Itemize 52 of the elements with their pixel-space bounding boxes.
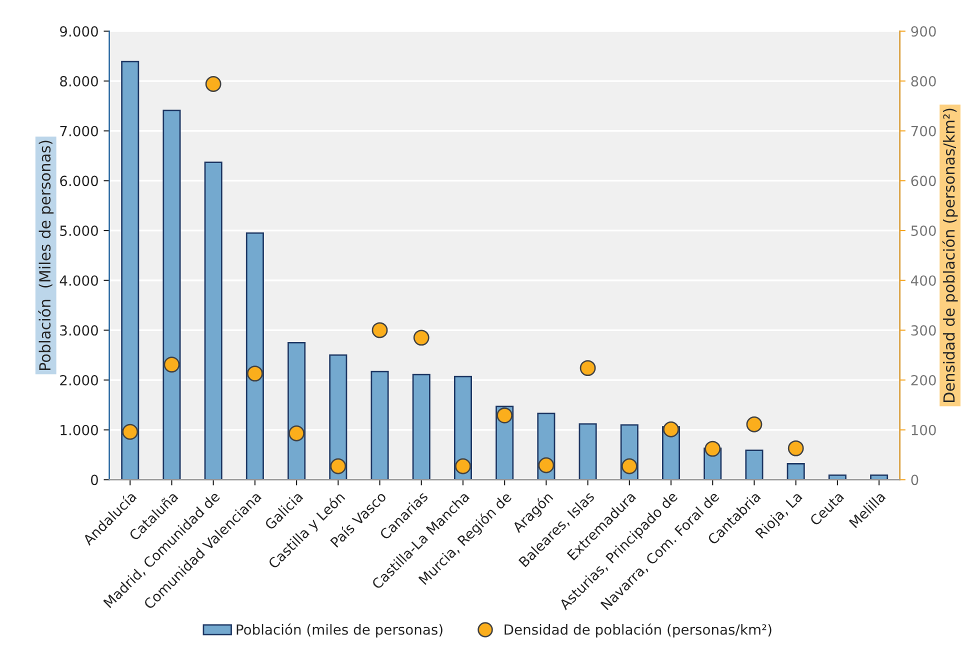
bar <box>329 354 348 480</box>
y2-tick-label: 600 <box>911 176 936 186</box>
y2-tick-label: 300 <box>911 325 936 336</box>
point <box>205 76 222 92</box>
point <box>704 440 721 457</box>
y-tick-label: 0 <box>90 474 98 486</box>
bar <box>578 423 597 480</box>
y2-tick-label: 500 <box>911 226 936 236</box>
bar <box>745 450 764 480</box>
bar <box>162 110 181 480</box>
legend-label: Población (miles de personas) <box>236 624 442 638</box>
point <box>496 407 513 424</box>
y2-tick-label: 800 <box>911 76 936 87</box>
y2-tick-label: 0 <box>911 474 918 486</box>
y2-tick-label: 700 <box>911 126 936 136</box>
y-tick-label: 7.000 <box>60 126 98 136</box>
y-tick-label: 5.000 <box>60 226 98 236</box>
point <box>246 366 263 382</box>
point <box>122 424 138 440</box>
bar <box>412 374 430 480</box>
point <box>580 360 596 376</box>
y-tick-label: 1.000 <box>60 424 98 436</box>
point <box>455 458 471 474</box>
y-tick-label: 4.000 <box>60 275 98 286</box>
point <box>164 356 180 373</box>
point <box>746 416 762 432</box>
point <box>663 421 680 438</box>
y2-tick-label: 900 <box>911 26 936 37</box>
y2-tick-label: 200 <box>911 375 936 386</box>
y-axis-title: Población (Miles de personas) <box>38 140 54 370</box>
y2-tick-label: 100 <box>912 424 936 436</box>
y-tick-label: 8.000 <box>60 76 98 87</box>
bar <box>370 370 389 480</box>
point <box>788 440 804 456</box>
point <box>330 458 346 474</box>
bar <box>786 463 805 480</box>
point <box>538 457 554 474</box>
y-tick-label: 2.000 <box>60 375 98 386</box>
bar <box>121 60 140 480</box>
point <box>372 322 388 338</box>
point <box>621 458 638 474</box>
point <box>288 425 305 442</box>
y-tick-label: 6.000 <box>60 176 98 186</box>
legend-label: Densidad de población (personas/km²) <box>504 624 772 638</box>
point <box>413 330 430 346</box>
bar <box>288 342 306 480</box>
y2-tick-label: 400 <box>910 275 936 286</box>
y2-axis-title: Densidad de población (personas/km²) <box>942 108 958 402</box>
bar <box>246 232 264 480</box>
y-tick-label: 3.000 <box>60 325 98 336</box>
y-tick-label: 9.000 <box>60 26 98 37</box>
bar <box>204 162 222 480</box>
